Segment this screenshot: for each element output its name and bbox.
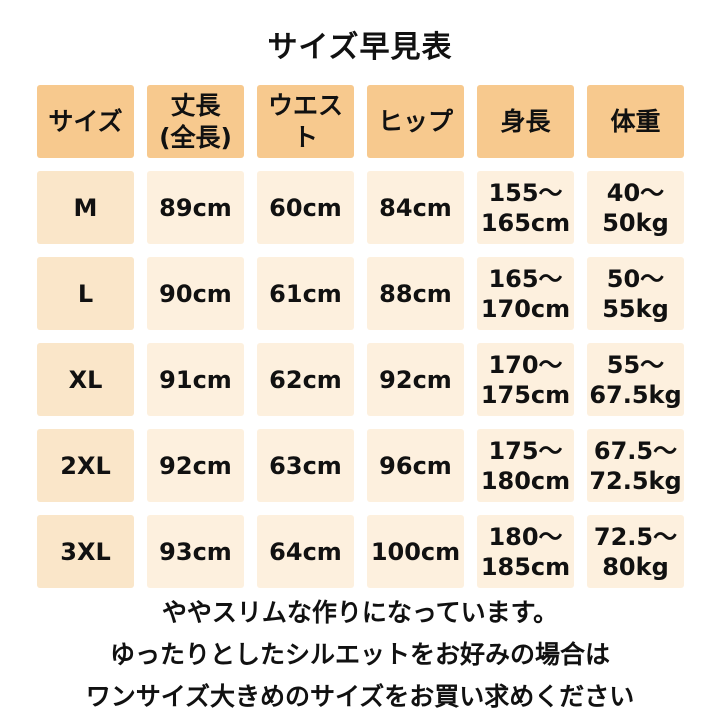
size-table: サイズ 丈長 (全長) ウエスト ヒップ 身長 体重 M 89cm 60cm 8… [37,85,684,588]
column-header-length: 丈長 (全長) [147,85,244,158]
waist-value-cell: 63cm [257,429,354,502]
length-value-cell: 90cm [147,257,244,330]
weight-value-cell: 67.5〜 72.5kg [587,429,684,502]
hip-value-cell: 88cm [367,257,464,330]
column-header-waist: ウエスト [257,85,354,158]
fit-notes: ややスリムな作りになっています。 ゆったりとしたシルエットをお好みの場合は ワン… [0,592,720,718]
hip-value-cell: 96cm [367,429,464,502]
height-value-cell: 180〜 185cm [477,515,574,588]
size-label-cell: XL [37,343,134,416]
waist-value-cell: 64cm [257,515,354,588]
fit-note-line: ワンサイズ大きめのサイズをお買い求めください [85,682,635,711]
waist-value-cell: 61cm [257,257,354,330]
weight-value-cell: 40〜 50kg [587,171,684,244]
waist-value-cell: 62cm [257,343,354,416]
height-value-cell: 155〜 165cm [477,171,574,244]
height-value-cell: 175〜 180cm [477,429,574,502]
size-label-cell: M [37,171,134,244]
hip-value-cell: 92cm [367,343,464,416]
column-header-hip: ヒップ [367,85,464,158]
height-value-cell: 165〜 170cm [477,257,574,330]
length-value-cell: 91cm [147,343,244,416]
hip-value-cell: 84cm [367,171,464,244]
page-title: サイズ早見表 [267,30,453,65]
weight-value-cell: 72.5〜 80kg [587,515,684,588]
column-header-size: サイズ [37,85,134,158]
hip-value-cell: 100cm [367,515,464,588]
column-header-height: 身長 [477,85,574,158]
size-label-cell: L [37,257,134,330]
fit-note-line: ゆったりとしたシルエットをお好みの場合は [109,640,610,669]
size-label-cell: 3XL [37,515,134,588]
fit-note-line: ややスリムな作りになっています。 [161,598,559,627]
height-value-cell: 170〜 175cm [477,343,574,416]
waist-value-cell: 60cm [257,171,354,244]
length-value-cell: 93cm [147,515,244,588]
size-label-cell: 2XL [37,429,134,502]
length-value-cell: 92cm [147,429,244,502]
column-header-weight: 体重 [587,85,684,158]
weight-value-cell: 55〜 67.5kg [587,343,684,416]
length-value-cell: 89cm [147,171,244,244]
weight-value-cell: 50〜 55kg [587,257,684,330]
